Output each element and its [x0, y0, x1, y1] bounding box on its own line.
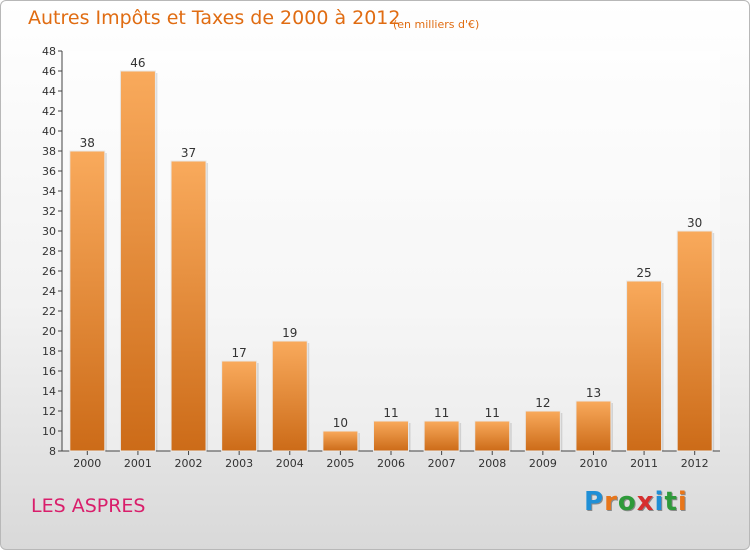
bar-2008 — [474, 420, 511, 452]
bar-2006 — [373, 420, 409, 452]
bar-value-label: 25 — [636, 266, 651, 280]
y-tick-label: 46 — [42, 65, 56, 78]
x-tick-label: 2009 — [529, 457, 557, 470]
bar-value-label: 38 — [80, 136, 95, 150]
bar-value-label: 11 — [485, 406, 500, 420]
bar-value-label: 30 — [687, 216, 702, 230]
bar-2012 — [676, 230, 713, 452]
bar-2011 — [626, 280, 663, 452]
y-tick-label: 44 — [42, 85, 56, 98]
bar-value-label: 12 — [535, 396, 550, 410]
x-tick-label: 2003 — [225, 457, 253, 470]
bar-2010 — [575, 400, 612, 452]
x-tick-label: 2001 — [124, 457, 152, 470]
bar-value-label: 13 — [586, 386, 601, 400]
bar-value-label: 19 — [282, 326, 297, 340]
y-tick-label: 34 — [42, 185, 56, 198]
commune-name: LES ASPRES — [31, 495, 146, 517]
x-tick-label: 2008 — [478, 457, 506, 470]
y-tick-label: 18 — [42, 345, 56, 358]
y-tick-label: 16 — [42, 365, 56, 378]
y-tick-label: 24 — [42, 285, 56, 298]
y-tick-label: 26 — [42, 265, 56, 278]
bar-2007 — [423, 420, 460, 452]
y-tick-label: 30 — [42, 225, 56, 238]
y-tick-label: 22 — [42, 305, 56, 318]
bar-2009 — [524, 410, 561, 452]
bar-value-label: 10 — [333, 416, 348, 430]
bar-2001 — [119, 70, 156, 452]
y-tick-label: 20 — [42, 325, 56, 338]
bar-2000 — [69, 150, 106, 452]
x-tick-label: 2005 — [326, 457, 354, 470]
bar-value-label: 11 — [434, 406, 449, 420]
y-tick-label: 42 — [42, 105, 56, 118]
plot-area — [62, 51, 720, 451]
x-tick-label: 2004 — [276, 457, 304, 470]
x-tick-label: 2006 — [377, 457, 405, 470]
bar-2002 — [170, 160, 207, 452]
x-tick-label: 2010 — [579, 457, 607, 470]
bar-value-label: 17 — [232, 346, 247, 360]
bar-value-label: 11 — [383, 406, 398, 420]
proxiti-logo: Proxiti — [584, 487, 688, 517]
y-tick-label: 10 — [42, 425, 56, 438]
bar-2005 — [322, 430, 359, 452]
y-tick-label: 40 — [42, 125, 56, 138]
y-tick-label: 48 — [42, 45, 56, 58]
bar-2004 — [271, 340, 308, 452]
y-tick-label: 12 — [42, 405, 56, 418]
y-tick-label: 38 — [42, 145, 56, 158]
x-tick-label: 2011 — [630, 457, 658, 470]
y-tick-label: 36 — [42, 165, 56, 178]
chart-unit: (en milliers d'€) — [393, 18, 480, 31]
x-tick-label: 2002 — [175, 457, 203, 470]
x-tick-label: 2012 — [681, 457, 709, 470]
y-tick-label: 28 — [42, 245, 56, 258]
x-tick-label: 2000 — [73, 457, 101, 470]
x-tick-label: 2007 — [428, 457, 456, 470]
bar-value-label: 46 — [130, 56, 145, 70]
chart-title: Autres Impôts et Taxes de 2000 à 2012 — [28, 7, 401, 29]
y-tick-label: 14 — [42, 385, 56, 398]
bar-value-label: 37 — [181, 146, 196, 160]
bar-2003 — [221, 360, 258, 452]
y-tick-label: 8 — [49, 445, 56, 458]
y-tick-label: 32 — [42, 205, 56, 218]
